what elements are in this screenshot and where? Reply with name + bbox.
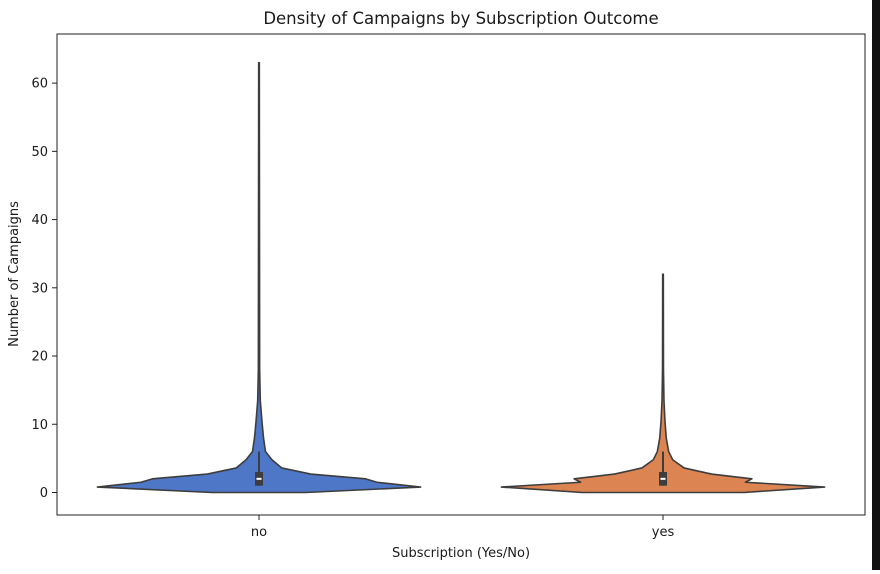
x-axis-label: Subscription (Yes/No): [392, 546, 530, 561]
violin-no: [96, 61, 422, 494]
x-axis-ticks: no yes: [251, 515, 675, 540]
x-tick-label-no: no: [251, 525, 267, 540]
y-tick-label: 20: [31, 350, 48, 365]
y-tick-label: 60: [31, 77, 48, 92]
violin-yes: [500, 273, 826, 494]
y-axis-ticks: 0 10 20 30 40 50 60: [31, 77, 57, 501]
chart-title: Density of Campaigns by Subscription Out…: [263, 9, 658, 28]
y-tick-label: 30: [31, 281, 48, 296]
y-tick-label: 40: [31, 213, 48, 228]
violins: [96, 61, 826, 494]
y-tick-label: 50: [31, 145, 48, 160]
y-axis-label: Number of Campaigns: [7, 201, 22, 347]
x-tick-label-yes: yes: [652, 525, 675, 540]
y-tick-label: 0: [40, 486, 48, 501]
right-edge-strip: [872, 0, 880, 570]
y-tick-label: 10: [31, 418, 48, 433]
plot-frame: [56, 33, 866, 516]
